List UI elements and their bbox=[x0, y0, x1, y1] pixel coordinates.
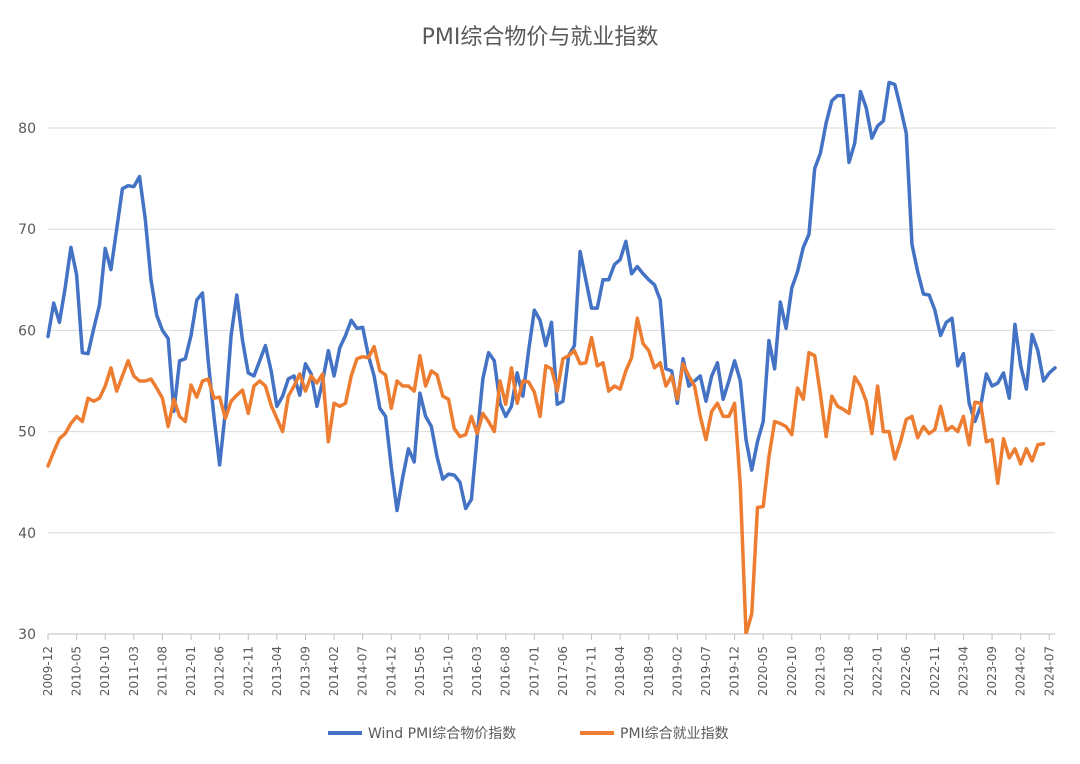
x-tick-label: 2024-07 bbox=[1042, 646, 1056, 696]
x-tick-label: 2017-01 bbox=[527, 646, 541, 696]
x-tick-label: 2014-12 bbox=[384, 646, 398, 696]
x-tick-label: 2012-01 bbox=[184, 646, 198, 696]
x-tick-label: 2010-10 bbox=[98, 646, 112, 696]
x-tick-label: 2014-07 bbox=[356, 646, 370, 696]
x-tick-label: 2009-12 bbox=[41, 646, 55, 696]
x-tick-label: 2022-01 bbox=[871, 646, 885, 696]
x-tick-label: 2013-04 bbox=[270, 646, 284, 696]
x-tick-label: 2010-05 bbox=[70, 646, 84, 696]
x-axis: 2009-12 2010-05 2010-10 2011-03 2011-08 2012-… bbox=[41, 633, 1056, 696]
series-lines bbox=[46, 80, 1057, 634]
x-tick-label: 2018-04 bbox=[613, 646, 627, 696]
x-tick-label: 2012-11 bbox=[241, 646, 255, 696]
y-tick-label: 80 bbox=[18, 121, 36, 137]
x-tick-label: 2012-06 bbox=[213, 646, 227, 696]
legend: Wind PMI综合物价指数 PMI综合就业指数 bbox=[328, 726, 729, 742]
x-tick-label: 2019-07 bbox=[699, 646, 713, 696]
chart-title: PMI综合物价与就业指数 bbox=[422, 25, 659, 50]
x-tick-label: 2018-09 bbox=[642, 646, 656, 696]
x-tick-label: 2024-02 bbox=[1014, 646, 1028, 696]
x-tick-label: 2023-09 bbox=[985, 646, 999, 696]
x-tick-label: 2021-03 bbox=[813, 646, 827, 696]
series-line-price-index bbox=[46, 80, 1057, 513]
y-axis: 30 40 50 60 70 80 bbox=[18, 121, 36, 643]
y-tick-label: 40 bbox=[18, 526, 36, 542]
x-tick-label: 2014-02 bbox=[327, 646, 341, 696]
x-tick-label: 2019-12 bbox=[728, 646, 742, 696]
x-tick-label: 2016-08 bbox=[499, 646, 513, 696]
x-tick-label: 2016-03 bbox=[470, 646, 484, 696]
x-tick-label: 2019-02 bbox=[670, 646, 684, 696]
y-tick-label: 30 bbox=[18, 627, 36, 643]
x-tick-label: 2013-09 bbox=[298, 646, 312, 696]
legend-label-price: Wind PMI综合物价指数 bbox=[368, 726, 516, 742]
y-tick-label: 60 bbox=[18, 323, 36, 339]
legend-label-employment: PMI综合就业指数 bbox=[620, 726, 729, 742]
x-tick-label: 2021-08 bbox=[842, 646, 856, 696]
x-tick-label: 2017-06 bbox=[556, 646, 570, 696]
x-tick-label: 2020-10 bbox=[785, 646, 799, 696]
x-tick-label: 2015-05 bbox=[413, 646, 427, 696]
x-tick-label: 2015-10 bbox=[442, 646, 456, 696]
x-tick-label: 2017-11 bbox=[585, 646, 599, 696]
x-tick-label: 2022-06 bbox=[899, 646, 913, 696]
x-tick-label: 2022-11 bbox=[928, 646, 942, 696]
y-tick-label: 70 bbox=[18, 222, 36, 238]
y-tick-label: 50 bbox=[18, 425, 36, 441]
x-tick-label: 2011-08 bbox=[155, 646, 169, 696]
x-tick-label: 2020-05 bbox=[756, 646, 770, 696]
x-tick-label: 2011-03 bbox=[127, 646, 141, 696]
series-line-employment-index bbox=[46, 316, 1046, 634]
x-tick-label: 2023-04 bbox=[956, 646, 970, 696]
